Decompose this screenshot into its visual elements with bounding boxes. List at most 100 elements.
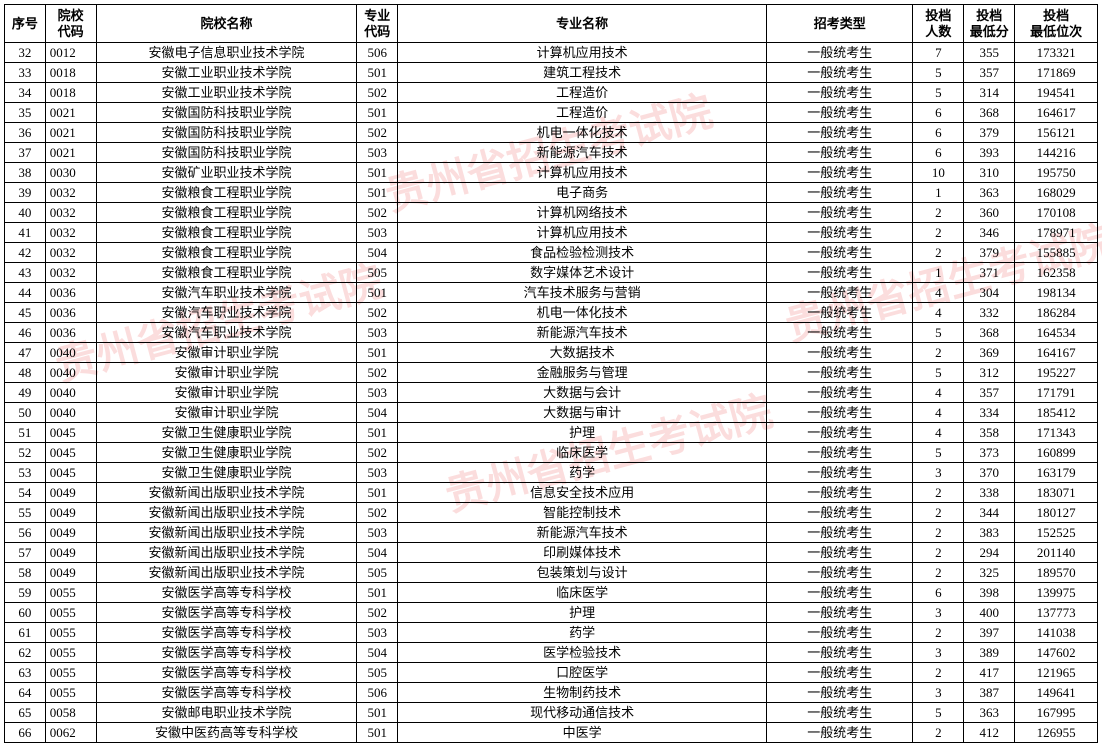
col-header-major: 专业名称 [398, 5, 767, 43]
cell-seq: 46 [5, 323, 46, 343]
cell-score: 360 [964, 203, 1015, 223]
cell-type: 一般统考生 [767, 563, 913, 583]
cell-seq: 59 [5, 583, 46, 603]
cell-school: 安徽国防科技职业学院 [96, 123, 357, 143]
table-row: 470040安徽审计职业学院501大数据技术一般统考生2369164167 [5, 343, 1098, 363]
table-row: 380030安徽矿业职业技术学院501计算机应用技术一般统考生103101957… [5, 163, 1098, 183]
table-row: 320012安徽电子信息职业技术学院506计算机应用技术一般统考生7355173… [5, 43, 1098, 63]
cell-seq: 36 [5, 123, 46, 143]
cell-seq: 66 [5, 723, 46, 743]
cell-school: 安徽审计职业学院 [96, 343, 357, 363]
cell-score: 369 [964, 343, 1015, 363]
cell-major: 智能控制技术 [398, 503, 767, 523]
cell-major: 数字媒体艺术设计 [398, 263, 767, 283]
cell-count: 5 [913, 323, 964, 343]
cell-major: 新能源汽车技术 [398, 323, 767, 343]
cell-count: 6 [913, 103, 964, 123]
table-row: 490040安徽审计职业学院503大数据与会计一般统考生4357171791 [5, 383, 1098, 403]
cell-major: 计算机应用技术 [398, 163, 767, 183]
cell-rank: 149641 [1015, 683, 1098, 703]
cell-major_code: 505 [357, 563, 398, 583]
cell-type: 一般统考生 [767, 103, 913, 123]
cell-type: 一般统考生 [767, 63, 913, 83]
cell-rank: 137773 [1015, 603, 1098, 623]
cell-school: 安徽粮食工程职业学院 [96, 263, 357, 283]
cell-type: 一般统考生 [767, 263, 913, 283]
cell-code: 0049 [45, 563, 96, 583]
cell-rank: 170108 [1015, 203, 1098, 223]
cell-count: 2 [913, 243, 964, 263]
cell-school: 安徽医学高等专科学校 [96, 683, 357, 703]
cell-count: 2 [913, 563, 964, 583]
cell-code: 0055 [45, 583, 96, 603]
cell-rank: 201140 [1015, 543, 1098, 563]
cell-rank: 194541 [1015, 83, 1098, 103]
cell-major_code: 504 [357, 403, 398, 423]
table-row: 460036安徽汽车职业技术学院503新能源汽车技术一般统考生536816453… [5, 323, 1098, 343]
cell-school: 安徽审计职业学院 [96, 403, 357, 423]
cell-major_code: 504 [357, 643, 398, 663]
cell-type: 一般统考生 [767, 343, 913, 363]
cell-score: 393 [964, 143, 1015, 163]
cell-major: 汽车技术服务与营销 [398, 283, 767, 303]
col-header-major_code: 专业代码 [357, 5, 398, 43]
cell-count: 5 [913, 703, 964, 723]
col-header-count: 投档人数 [913, 5, 964, 43]
cell-rank: 164167 [1015, 343, 1098, 363]
cell-major: 工程造价 [398, 83, 767, 103]
cell-type: 一般统考生 [767, 223, 913, 243]
cell-count: 3 [913, 603, 964, 623]
cell-major_code: 501 [357, 283, 398, 303]
cell-type: 一般统考生 [767, 603, 913, 623]
cell-major_code: 503 [357, 623, 398, 643]
cell-seq: 61 [5, 623, 46, 643]
table-row: 410032安徽粮食工程职业学院503计算机应用技术一般统考生234617897… [5, 223, 1098, 243]
cell-major_code: 502 [357, 83, 398, 103]
cell-seq: 56 [5, 523, 46, 543]
cell-rank: 167995 [1015, 703, 1098, 723]
cell-score: 412 [964, 723, 1015, 743]
cell-seq: 38 [5, 163, 46, 183]
cell-rank: 178971 [1015, 223, 1098, 243]
cell-count: 5 [913, 363, 964, 383]
cell-code: 0012 [45, 43, 96, 63]
cell-major_code: 502 [357, 303, 398, 323]
cell-score: 312 [964, 363, 1015, 383]
table-row: 530045安徽卫生健康职业学院503药学一般统考生3370163179 [5, 463, 1098, 483]
table-row: 350021安徽国防科技职业学院501工程造价一般统考生6368164617 [5, 103, 1098, 123]
cell-school: 安徽医学高等专科学校 [96, 603, 357, 623]
cell-seq: 32 [5, 43, 46, 63]
cell-school: 安徽汽车职业技术学院 [96, 303, 357, 323]
cell-code: 0021 [45, 103, 96, 123]
cell-seq: 47 [5, 343, 46, 363]
cell-type: 一般统考生 [767, 323, 913, 343]
col-header-code: 院校代码 [45, 5, 96, 43]
cell-code: 0040 [45, 363, 96, 383]
table-row: 330018安徽工业职业技术学院501建筑工程技术一般统考生5357171869 [5, 63, 1098, 83]
cell-major: 新能源汽车技术 [398, 143, 767, 163]
cell-rank: 195750 [1015, 163, 1098, 183]
cell-code: 0055 [45, 643, 96, 663]
cell-major_code: 506 [357, 683, 398, 703]
cell-code: 0055 [45, 683, 96, 703]
cell-rank: 152525 [1015, 523, 1098, 543]
cell-seq: 64 [5, 683, 46, 703]
cell-code: 0049 [45, 483, 96, 503]
cell-count: 3 [913, 643, 964, 663]
table-row: 510045安徽卫生健康职业学院501护理一般统考生4358171343 [5, 423, 1098, 443]
cell-code: 0036 [45, 283, 96, 303]
cell-type: 一般统考生 [767, 43, 913, 63]
cell-major_code: 501 [357, 723, 398, 743]
cell-school: 安徽医学高等专科学校 [96, 643, 357, 663]
cell-major: 护理 [398, 603, 767, 623]
cell-count: 4 [913, 423, 964, 443]
cell-rank: 173321 [1015, 43, 1098, 63]
cell-type: 一般统考生 [767, 383, 913, 403]
cell-score: 398 [964, 583, 1015, 603]
cell-code: 0032 [45, 243, 96, 263]
cell-code: 0036 [45, 303, 96, 323]
cell-school: 安徽新闻出版职业技术学院 [96, 483, 357, 503]
cell-major_code: 505 [357, 263, 398, 283]
cell-major: 临床医学 [398, 583, 767, 603]
cell-major: 食品检验检测技术 [398, 243, 767, 263]
